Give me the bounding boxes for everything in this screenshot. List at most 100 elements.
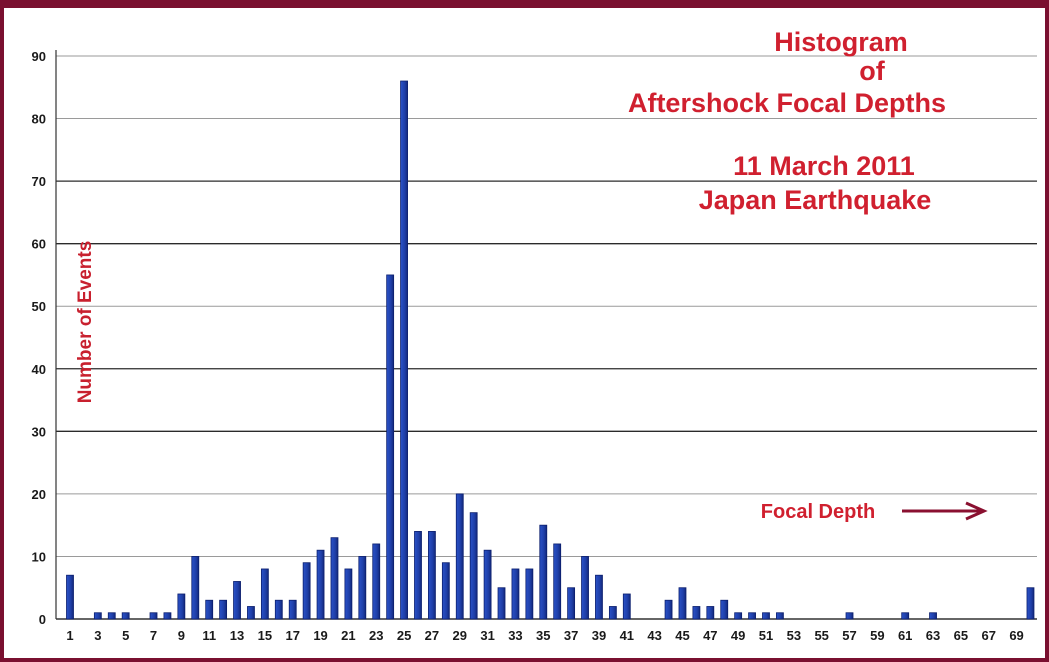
y-tick-label: 20 [32, 487, 46, 502]
bar [776, 612, 784, 620]
bar [177, 593, 186, 620]
y-tick-label: 70 [32, 174, 46, 189]
x-tick-label: 31 [480, 628, 494, 643]
y-axis-label: Number of Events [75, 241, 96, 404]
bar [274, 599, 283, 620]
gridlines [56, 55, 1037, 557]
bar [260, 568, 269, 620]
y-tick-label: 50 [32, 299, 46, 314]
x-tick-label: 63 [926, 628, 940, 643]
x-tick-label: 17 [285, 628, 299, 643]
bar [497, 587, 506, 620]
x-tick-label: 11 [202, 628, 216, 643]
bar [93, 612, 102, 620]
x-tick-label: 27 [425, 628, 439, 643]
x-tick-label: 7 [150, 628, 157, 643]
bar [149, 612, 158, 620]
bar [595, 574, 603, 620]
bar [553, 543, 562, 620]
bar [247, 606, 255, 620]
x-tick-label: 13 [230, 628, 244, 643]
x-tick-label: 59 [870, 628, 884, 643]
bar [762, 612, 770, 620]
x-tick-label: 33 [508, 628, 522, 643]
x-tick-label: 41 [620, 628, 634, 643]
bar [386, 274, 395, 620]
bar [372, 543, 381, 620]
x-tick-label: 23 [369, 628, 383, 643]
x-tick-label: 55 [814, 628, 828, 643]
bar [525, 568, 534, 620]
x-tick-label: 47 [703, 628, 717, 643]
x-tick-label: 5 [122, 628, 129, 643]
bar [288, 599, 297, 620]
x-tick-label: 43 [647, 628, 661, 643]
x-tick-label: 69 [1009, 628, 1023, 643]
bar [107, 612, 116, 620]
bar [219, 599, 228, 620]
bar [121, 612, 130, 620]
x-tick-labels: 1 3 5 7 9 11 13 15 17 19 21 23 25 27 29 31 33 35 37 39 41 43 4… [66, 628, 1023, 643]
bar [344, 568, 353, 620]
x-tick-label: 67 [981, 628, 995, 643]
bar [358, 556, 367, 620]
bar [483, 549, 492, 620]
bar [845, 612, 854, 620]
bar [622, 593, 631, 620]
x-tick-label: 61 [898, 628, 912, 643]
bar [191, 556, 200, 620]
x-tick-label: 51 [759, 628, 773, 643]
bar [205, 599, 214, 620]
x-axis-label: Focal Depth [761, 501, 875, 523]
x-tick-label: 21 [341, 628, 355, 643]
bar [734, 612, 743, 620]
bar [1026, 587, 1035, 620]
y-tick-label: 0 [39, 612, 46, 627]
x-tick-label: 3 [94, 628, 101, 643]
x-tick-label: 19 [313, 628, 327, 643]
bar [400, 80, 408, 620]
bar [455, 493, 464, 620]
bar [692, 606, 701, 620]
bar [929, 612, 937, 620]
x-tick-label: 15 [258, 628, 272, 643]
y-tick-label: 60 [32, 237, 46, 252]
bars [66, 80, 1035, 620]
x-tick-label: 39 [592, 628, 606, 643]
x-tick-label: 37 [564, 628, 578, 643]
x-tick-label: 65 [954, 628, 968, 643]
y-tick-labels: 0 10 20 30 40 50 60 70 80 90 [32, 49, 46, 627]
x-tick-label: 1 [66, 628, 73, 643]
y-tick-label: 30 [32, 424, 46, 439]
bar [233, 581, 241, 620]
bar [720, 599, 729, 620]
right-arrow-icon [902, 501, 988, 521]
x-tick-label: 25 [397, 628, 411, 643]
bar [539, 524, 548, 620]
chart-title: Histogram of Aftershock Focal Depths 11 … [628, 27, 946, 215]
x-tick-label: 9 [178, 628, 185, 643]
bar [581, 556, 589, 620]
bar [664, 599, 673, 620]
bar [441, 562, 450, 620]
title-line-3: Aftershock Focal Depths [628, 88, 946, 118]
bar [163, 612, 172, 620]
bar [302, 562, 311, 620]
x-tick-label: 49 [731, 628, 745, 643]
bar [330, 537, 339, 620]
x-tick-label: 35 [536, 628, 550, 643]
bar [511, 568, 520, 620]
y-tick-label: 40 [32, 362, 46, 377]
bar [316, 549, 325, 620]
bar [66, 574, 74, 620]
bar [608, 606, 617, 620]
y-tick-label: 90 [32, 49, 46, 64]
title-line-5: Japan Earthquake [699, 185, 932, 215]
title-line-2: of [859, 56, 885, 86]
title-line-1: Histogram [774, 27, 908, 57]
title-line-4: 11 March 2011 [733, 151, 915, 181]
x-tick-label: 57 [842, 628, 856, 643]
bar [469, 512, 478, 620]
x-tick-label: 53 [787, 628, 801, 643]
